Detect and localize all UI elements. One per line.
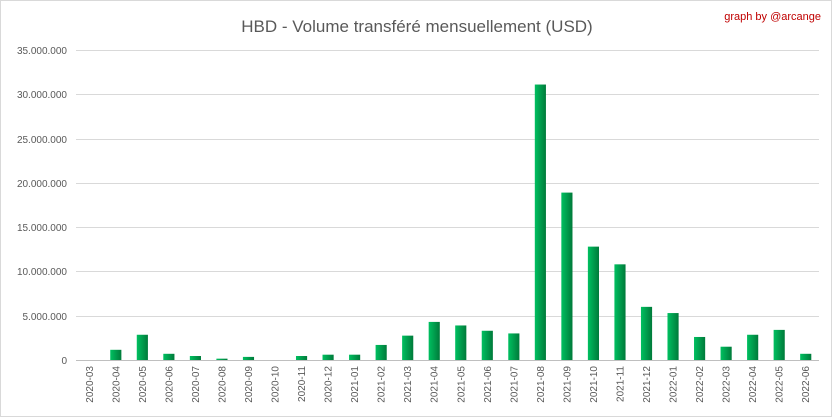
bar xyxy=(216,358,228,360)
x-tick-label: 2022-02 xyxy=(695,366,706,403)
bar xyxy=(189,356,201,360)
bar xyxy=(242,356,255,360)
y-tick-label: 20.000.000 xyxy=(17,179,67,190)
x-tick-label: 2020-06 xyxy=(164,366,175,403)
bar xyxy=(455,325,467,360)
y-tick-label: 35.000.000 xyxy=(17,46,67,57)
bar xyxy=(800,353,812,360)
bars xyxy=(110,84,812,360)
x-tick-label: 2021-09 xyxy=(562,366,573,403)
bar xyxy=(136,334,148,360)
bar xyxy=(110,349,122,360)
x-tick-label: 2022-06 xyxy=(801,366,812,403)
x-tick-label: 2021-10 xyxy=(589,366,600,403)
x-tick-label: 2021-12 xyxy=(642,366,653,403)
x-tick-label: 2020-07 xyxy=(191,366,202,403)
bar xyxy=(375,344,387,360)
bar xyxy=(508,333,520,360)
x-tick-label: 2021-08 xyxy=(536,366,547,403)
y-tick-label: 30.000.000 xyxy=(17,90,67,101)
bar xyxy=(561,192,573,360)
bar xyxy=(534,84,546,360)
bar xyxy=(614,264,626,360)
y-tick-label: 5.000.000 xyxy=(23,312,68,323)
bar xyxy=(640,306,653,360)
bar xyxy=(747,334,759,360)
x-tick-label: 2021-05 xyxy=(456,366,467,403)
bar xyxy=(428,321,440,360)
x-tick-label: 2020-11 xyxy=(297,366,308,402)
y-tick-label: 15.000.000 xyxy=(17,223,67,234)
bar xyxy=(349,354,361,360)
x-tick-label: 2020-10 xyxy=(271,366,282,403)
bar xyxy=(773,329,785,360)
y-tick-label: 25.000.000 xyxy=(17,135,67,146)
bar xyxy=(587,246,600,360)
bar xyxy=(694,336,706,360)
bar xyxy=(667,313,679,360)
x-tick-label: 2020-05 xyxy=(138,366,149,403)
x-tick-label: 2021-02 xyxy=(377,366,388,403)
x-tick-label: 2021-01 xyxy=(350,366,361,403)
x-tick-label: 2020-08 xyxy=(217,366,228,403)
x-tick-label: 2022-03 xyxy=(722,366,733,403)
chart-credit: graph by @arcange xyxy=(724,11,821,23)
x-tick-label: 2022-05 xyxy=(775,366,786,403)
x-tick-label: 2021-11 xyxy=(615,366,626,402)
bar xyxy=(481,330,493,360)
x-tick-label: 2021-06 xyxy=(483,366,494,403)
x-tick-label: 2020-12 xyxy=(324,366,335,403)
bar xyxy=(720,346,732,360)
x-tick-label: 2021-07 xyxy=(509,366,520,403)
x-tick-label: 2021-04 xyxy=(430,366,441,403)
bar xyxy=(402,335,414,360)
y-tick-label: 10.000.000 xyxy=(17,267,67,278)
x-tick-label: 2020-09 xyxy=(244,366,255,403)
x-tick-label: 2022-04 xyxy=(748,366,759,403)
chart-title: HBD - Volume transféré mensuellement (US… xyxy=(241,17,592,36)
bar xyxy=(322,354,334,360)
y-axis-ticks: 0 5.000.000 10.000.000 15.000.000 20.000.000… xyxy=(17,46,68,367)
x-tick-label: 2022-01 xyxy=(669,366,680,403)
x-tick-label: 2020-04 xyxy=(111,366,122,403)
y-tick-label: 0 xyxy=(61,356,67,367)
gridlines xyxy=(76,50,819,317)
x-axis-ticks: 2020-03 2020-04 2020-05 2020-06 2020-07 2020-… xyxy=(85,366,812,403)
bar xyxy=(163,353,175,360)
bar xyxy=(295,356,308,360)
x-tick-label: 2020-03 xyxy=(85,366,96,403)
x-tick-label: 2021-03 xyxy=(403,366,414,403)
